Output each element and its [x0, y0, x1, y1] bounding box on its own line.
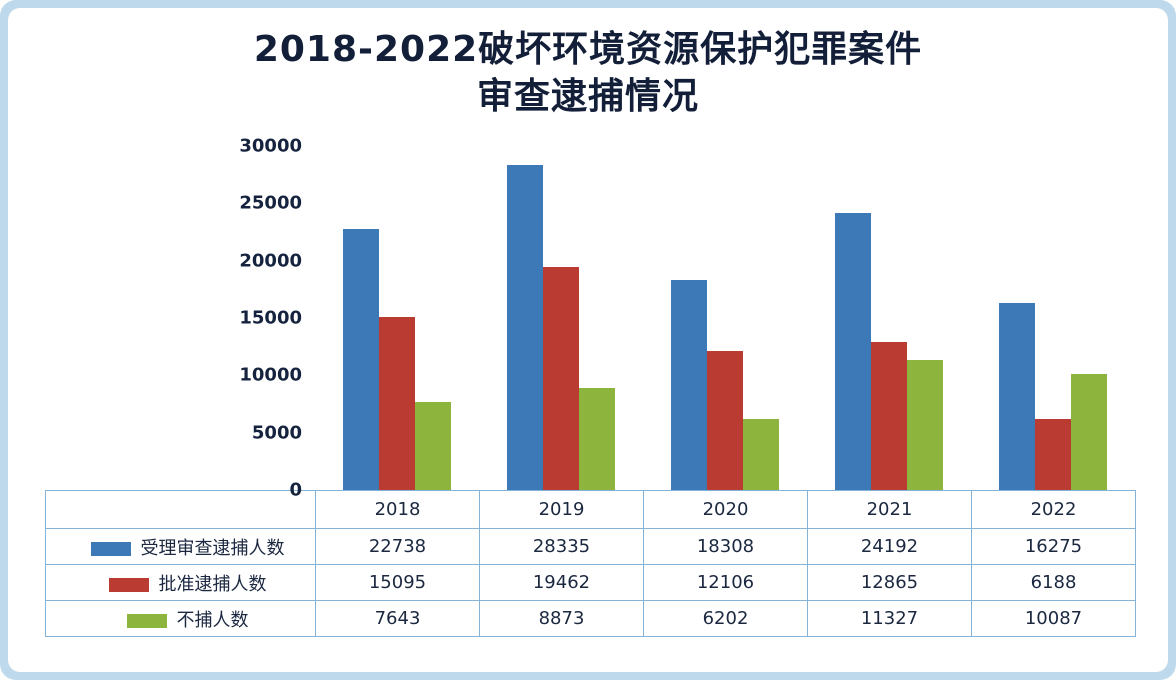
legend-swatch-series2 [108, 577, 149, 592]
bar-2022-series3 [1071, 374, 1107, 490]
value-cell-2020-series1: 18308 [643, 528, 808, 565]
bar-2019-series3 [579, 388, 615, 490]
table-header-row: 2018 2019 2020 2021 2022 [45, 490, 1136, 529]
y-axis-label-25000: 25000 [239, 192, 302, 214]
bar-2018-series3 [415, 402, 451, 490]
legend-cell-series3: 不捕人数 [45, 600, 316, 637]
legend-label-series1: 受理审查逮捕人数 [140, 537, 285, 559]
plot-area [315, 146, 1135, 490]
bar-2021-series3 [907, 360, 943, 490]
value-cell-2018-series3: 7643 [315, 600, 480, 637]
y-axis-label-15000: 15000 [239, 307, 302, 329]
bar-2021-series1 [835, 212, 871, 490]
value-cell-2021-series1: 24192 [807, 528, 972, 565]
legend-swatch-series1 [90, 541, 131, 556]
x-axis-label-2021: 2021 [807, 490, 972, 529]
y-axis-label-20000: 20000 [239, 250, 302, 272]
bar-2022-series2 [1035, 419, 1071, 490]
bar-2019-series2 [543, 266, 579, 490]
bar-group-2022 [971, 146, 1135, 490]
y-axis: 30000 25000 20000 15000 10000 5000 0 [8, 136, 302, 501]
y-axis-label-10000: 10000 [239, 364, 302, 386]
x-axis-label-2022: 2022 [971, 490, 1136, 529]
value-cell-2018-series1: 22738 [315, 528, 480, 565]
value-cell-2020-series2: 12106 [643, 564, 808, 601]
table-row-series1: 受理审查逮捕人数 22738 28335 18308 24192 16275 [45, 528, 1136, 565]
bar-group-2018 [315, 146, 479, 490]
bar-2018-series2 [379, 316, 415, 490]
chart-title-line1: 2018-2022破坏环境资源保护犯罪案件 [253, 29, 923, 70]
x-axis-label-2019: 2019 [479, 490, 644, 529]
bar-2020-series2 [707, 351, 743, 490]
legend-label-series2: 批准逮捕人数 [158, 573, 267, 595]
table-row-series2: 批准逮捕人数 15095 19462 12106 12865 6188 [45, 564, 1136, 601]
legend-cell-series2: 批准逮捕人数 [45, 564, 316, 601]
bar-2021-series2 [871, 342, 907, 490]
x-axis-label-2020: 2020 [643, 490, 808, 529]
value-cell-2019-series1: 28335 [479, 528, 644, 565]
value-cell-2020-series3: 6202 [643, 600, 808, 637]
chart-title-line2: 审查逮捕情况 [476, 76, 699, 117]
value-cell-2021-series3: 11327 [807, 600, 972, 637]
y-axis-label-30000: 30000 [239, 135, 302, 157]
bar-2019-series1 [507, 165, 543, 490]
bar-group-2021 [807, 146, 971, 490]
legend-cell-series1: 受理审查逮捕人数 [45, 528, 316, 565]
bar-2020-series3 [743, 418, 779, 490]
bar-2022-series1 [999, 303, 1035, 490]
table-row-series3: 不捕人数 7643 8873 6202 11327 10087 [45, 600, 1136, 637]
value-cell-2022-series3: 10087 [971, 600, 1136, 637]
data-table: 2018 2019 2020 2021 2022 受理审查逮捕人数 22738 28335 18… [45, 490, 1136, 637]
value-cell-2019-series2: 19462 [479, 564, 644, 601]
legend-swatch-series3 [126, 613, 167, 628]
bar-chart: 30000 25000 20000 15000 10000 5000 0 [8, 136, 1168, 501]
value-cell-2022-series2: 6188 [971, 564, 1136, 601]
value-cell-2019-series3: 8873 [479, 600, 644, 637]
y-axis-label-0: 0 [289, 479, 302, 501]
y-axis-label-5000: 5000 [251, 422, 302, 444]
bar-group-2020 [643, 146, 807, 490]
x-axis-label-2018: 2018 [315, 490, 480, 529]
value-cell-2022-series1: 16275 [971, 528, 1136, 565]
bar-group-2019 [479, 146, 643, 490]
table-corner-cell [45, 490, 316, 529]
chart-title: 2018-2022破坏环境资源保护犯罪案件 审查逮捕情况 [8, 26, 1168, 120]
value-cell-2021-series2: 12865 [807, 564, 972, 601]
chart-card: 2018-2022破坏环境资源保护犯罪案件 审查逮捕情况 30000 25000 2… [8, 8, 1168, 672]
value-cell-2018-series2: 15095 [315, 564, 480, 601]
legend-label-series3: 不捕人数 [176, 609, 249, 631]
bar-2018-series1 [343, 229, 379, 490]
bar-2020-series1 [671, 280, 707, 490]
